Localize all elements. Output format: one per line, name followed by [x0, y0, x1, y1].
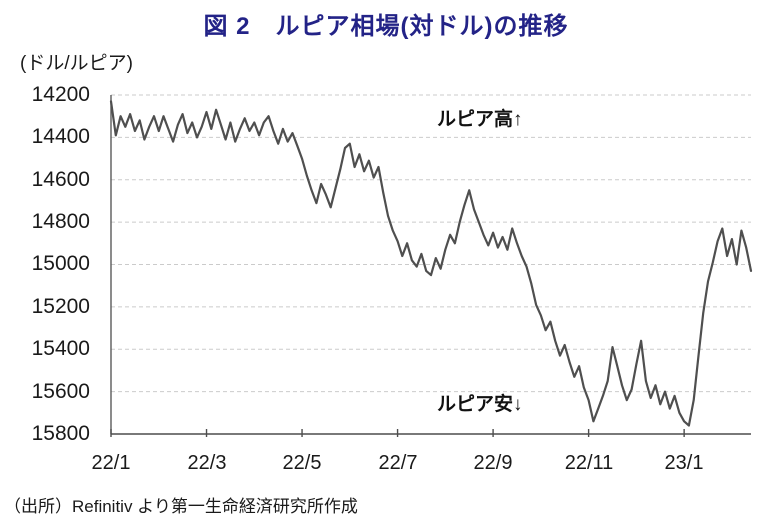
- source-note: （出所）Refinitiv より第一生命経済研究所作成: [4, 497, 358, 516]
- y-axis-tick-label: 15800: [31, 422, 90, 445]
- annotation-rupiah-weak: ルピア安↓: [437, 394, 523, 415]
- x-axis-tick-label: 22/5: [282, 452, 322, 474]
- y-axis-tick-label: 15600: [31, 380, 90, 403]
- y-axis-tick-label: 14200: [31, 83, 90, 106]
- y-axis-unit-label: (ドル/ルピア): [20, 53, 133, 74]
- y-axis-tick-label: 15200: [31, 295, 90, 318]
- y-axis-tick-label: 15000: [31, 252, 90, 275]
- y-axis-tick-label: 14800: [31, 210, 90, 233]
- exchange-rate-line: [109, 100, 753, 427]
- x-axis-tick-label: 22/3: [187, 452, 227, 474]
- x-axis-tick-label: 22/7: [378, 452, 418, 474]
- x-axis-tick-label: 22/1: [91, 452, 131, 474]
- chart-title: 図 2 ルピア相場(対ドル)の推移: [203, 13, 569, 40]
- y-axis-tick-label: 14400: [31, 125, 90, 148]
- x-axis-tick-label: 22/9: [473, 452, 513, 474]
- x-axis-tick-label: 22/11: [564, 452, 614, 474]
- y-axis-tick-label: 14600: [31, 168, 90, 191]
- annotation-rupiah-strong: ルピア高↑: [437, 109, 523, 130]
- x-axis-tick-label: 23/1: [664, 452, 704, 474]
- y-axis-tick-label: 15400: [31, 337, 90, 360]
